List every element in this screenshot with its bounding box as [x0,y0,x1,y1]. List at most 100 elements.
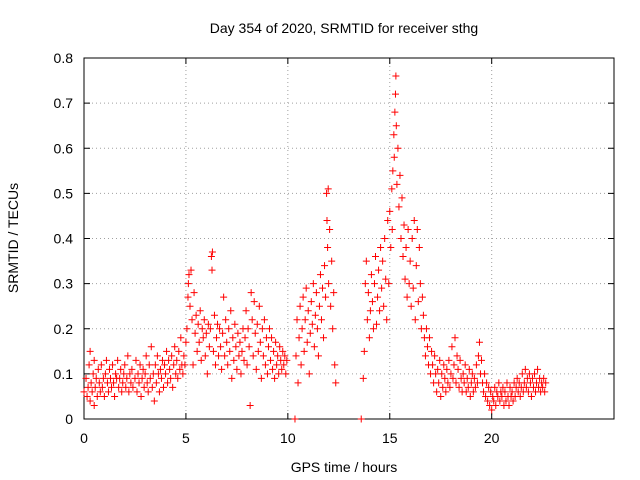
data-point [236,338,244,346]
data-point [249,352,257,360]
data-point [393,180,401,188]
data-point [274,352,282,360]
data-point [404,225,412,233]
data-point [461,361,469,369]
data-point [117,365,125,373]
data-point [225,325,233,333]
data-point [495,379,503,387]
data-point [527,392,535,400]
data-point [451,334,459,342]
data-point [168,352,176,360]
data-point [305,370,313,378]
data-point [158,356,166,364]
data-point [153,352,161,360]
data-point [363,316,371,324]
data-point [246,401,254,409]
data-point [470,374,478,382]
data-point [505,401,513,409]
data-point [273,361,281,369]
data-point [380,302,388,310]
data-point [328,257,336,265]
data-point [152,379,160,387]
data-point [364,289,372,297]
data-point [235,352,243,360]
y-tick-label: 0.8 [54,50,74,66]
data-point [191,329,199,337]
data-point [436,356,444,364]
data-point [432,370,440,378]
data-point [410,216,418,224]
data-point [329,325,337,333]
data-point [326,225,334,233]
data-point [80,388,88,396]
y-tick-label: 0.4 [54,231,74,247]
data-point [90,401,98,409]
data-point [104,388,112,396]
data-point [375,266,383,274]
data-point [146,374,154,382]
data-point [481,370,489,378]
data-point [267,356,275,364]
data-point [506,383,514,391]
data-point [406,257,414,265]
data-point [188,316,196,324]
data-point [296,302,304,310]
y-tick-label: 0 [65,411,73,427]
data-point [135,379,143,387]
data-point [464,383,472,391]
data-point [102,356,110,364]
data-point [292,352,300,360]
data-point [121,361,129,369]
data-point [502,397,510,405]
data-point [513,374,521,382]
data-point [521,365,529,373]
data-point [465,365,473,373]
data-point [234,329,242,337]
data-point [378,284,386,292]
y-axis-label: SRMTID / TECUs [5,183,21,293]
data-point [260,316,268,324]
data-point [248,316,256,324]
data-point [332,379,340,387]
data-point [377,244,385,252]
data-point [315,302,323,310]
data-point [268,334,276,342]
data-point [199,334,207,342]
data-point [175,347,183,355]
data-point [418,293,426,301]
data-point [259,352,267,360]
axis-ticks: 0 0.1 0.2 0.3 0.4 0.5 0.6 0.7 0.8 0 5 10 15 20 [54,50,614,446]
data-point [409,284,417,292]
data-point [196,307,204,315]
data-point [91,383,99,391]
data-point [109,361,117,369]
data-point [160,383,167,391]
data-point [468,370,476,378]
data-point [447,370,455,378]
data-point [446,383,454,391]
data-point [131,374,139,382]
data-point [125,388,133,396]
data-point [435,379,443,387]
data-point [403,293,411,301]
data-point [226,347,234,355]
data-points [80,72,550,423]
data-point [374,293,382,301]
data-point [307,298,315,306]
data-point [127,379,135,387]
data-point [357,415,365,423]
data-point [452,379,460,387]
data-point [509,397,517,405]
data-point [95,379,103,387]
data-point [459,370,467,378]
y-tick-label: 0.1 [54,366,74,382]
data-point [422,325,430,333]
data-point [480,388,488,396]
data-point [180,352,188,360]
data-point [119,379,127,387]
data-point [528,374,536,382]
data-point [434,365,442,373]
data-point [132,356,140,364]
data-point [456,356,464,364]
data-point [291,415,299,423]
